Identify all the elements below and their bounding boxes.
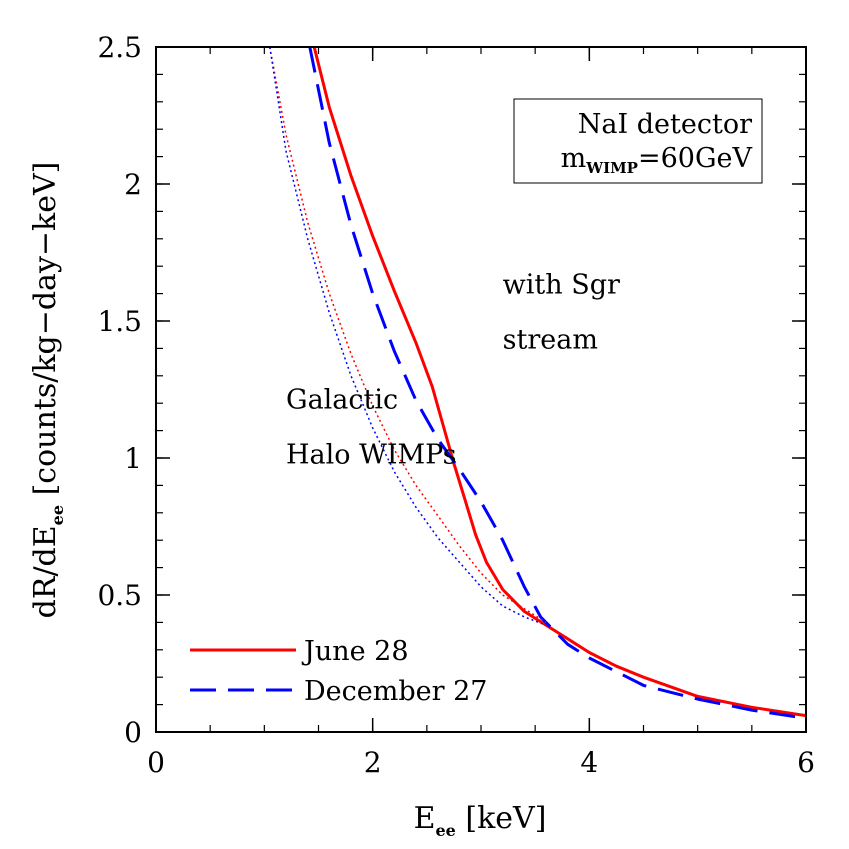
x-axis-label: Eee [keV] bbox=[414, 801, 547, 840]
y-tick-label-2: 2 bbox=[124, 168, 142, 201]
x-tick-label-6: 6 bbox=[797, 746, 815, 779]
tick-labels: 0 2 4 6 0 0.5 1 1.5 2 2.5 bbox=[97, 31, 814, 779]
y-axis-label-unit: [counts/kg−day−keV] bbox=[28, 162, 63, 505]
x-tick-label-0: 0 bbox=[147, 746, 165, 779]
y-axis-label-subscript: ee bbox=[48, 505, 67, 525]
series-line-dotted-2 bbox=[269, 47, 547, 624]
annotation-galactic: Galactic bbox=[286, 385, 398, 416]
y-axis-label: dR/dEee [counts/kg−day−keV] bbox=[28, 162, 67, 619]
legend-label-june: June 28 bbox=[301, 636, 409, 667]
info-box-frame bbox=[513, 98, 763, 184]
x-tick-label-2: 2 bbox=[364, 746, 382, 779]
info-box: NaI detector mWIMP=60GeV bbox=[513, 98, 763, 184]
info-box-mass-subscript: WIMP bbox=[585, 159, 638, 177]
x-axis-label-unit: [keV] bbox=[456, 801, 547, 836]
info-box-mass-value: =60GeV bbox=[638, 143, 753, 174]
info-box-line2: mWIMP=60GeV bbox=[561, 143, 753, 177]
annotation-halo-wimps: Halo WIMPs bbox=[286, 439, 456, 470]
x-axis-label-subscript: ee bbox=[436, 821, 456, 840]
y-tick-label-1: 1 bbox=[124, 442, 142, 475]
annotation-with-sgr: with Sgr bbox=[503, 270, 620, 301]
y-tick-label-0-5: 0.5 bbox=[97, 579, 142, 612]
annotations: with Sgr stream Galactic Halo WIMPs bbox=[286, 270, 620, 471]
x-axis-label-symbol: E bbox=[414, 801, 436, 836]
series-line-december-27 bbox=[308, 47, 806, 720]
tick-marks bbox=[155, 46, 807, 733]
y-tick-label-1-5: 1.5 bbox=[97, 305, 142, 338]
y-tick-label-0: 0 bbox=[124, 716, 142, 749]
legend: June 28 December 27 bbox=[190, 636, 487, 707]
plot-frame bbox=[155, 46, 807, 733]
info-box-mass-symbol: m bbox=[561, 143, 587, 174]
annotation-stream: stream bbox=[503, 324, 598, 355]
y-tick-label-2-5: 2.5 bbox=[97, 31, 142, 64]
series-line-dotted-3 bbox=[269, 47, 547, 626]
x-tick-label-4: 4 bbox=[580, 746, 598, 779]
y-axis-label-symbol: dR/dE bbox=[28, 525, 63, 618]
info-box-line1: NaI detector bbox=[578, 109, 752, 140]
legend-label-december: December 27 bbox=[304, 676, 487, 707]
series-layer bbox=[269, 47, 806, 720]
series-line-june-28 bbox=[312, 47, 806, 718]
